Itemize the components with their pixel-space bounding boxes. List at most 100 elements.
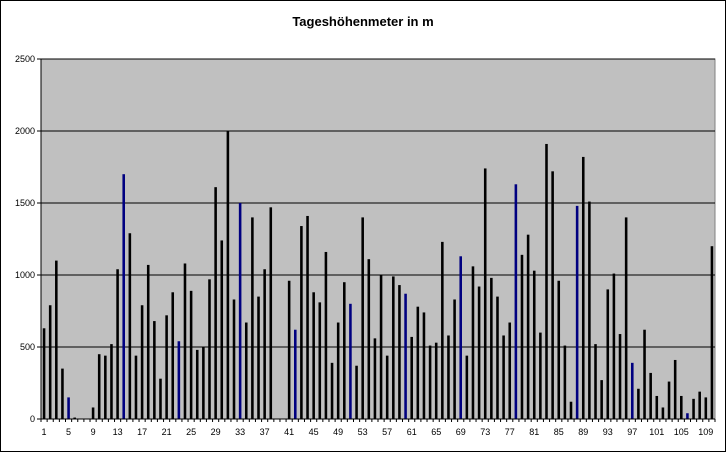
bar [195,349,199,419]
bar [318,302,322,419]
bar [146,264,150,419]
x-tick-label: 73 [480,427,490,437]
x-tick-label: 25 [186,427,196,437]
bar [91,407,95,419]
bar [140,305,144,419]
bar-series [42,131,714,420]
bar [520,254,524,419]
bar [545,143,548,419]
x-tick-label: 33 [235,427,245,437]
x-tick-label: 81 [529,427,539,437]
bar [361,217,364,419]
bar [263,269,266,419]
bar [55,260,58,419]
bar [447,335,450,419]
bar [214,187,217,419]
bar [257,296,260,419]
bar [416,306,420,419]
bar [649,372,652,419]
bar [392,276,395,419]
x-tick-label: 29 [211,427,221,437]
x-tick-label: 13 [113,427,123,437]
bar [496,296,499,419]
x-tick-label: 93 [603,427,613,437]
bar [434,342,438,419]
x-tick-label: 57 [382,427,392,437]
bar [631,362,634,419]
bar [643,329,646,419]
bar [67,397,70,419]
bar [704,397,708,419]
bar [208,279,211,419]
bar [367,259,371,419]
bar [189,290,193,419]
bar [336,322,340,419]
x-tick-label: 109 [698,427,713,437]
x-tick-label: 1 [42,427,47,437]
x-tick-label: 45 [309,427,319,437]
y-tick-label: 2500 [15,54,35,64]
bar [557,280,561,419]
bar [128,233,132,419]
bar [134,355,138,419]
bar [48,305,52,419]
y-axis-ticks: 0 500 1000 1500 2000 2500 [15,54,41,424]
bar [251,217,254,419]
x-tick-label: 37 [260,427,270,437]
bar [349,303,352,419]
x-tick-label: 101 [649,427,664,437]
y-tick-label: 2000 [15,126,35,136]
bar [410,336,413,419]
x-tick-label: 65 [431,427,441,437]
bar [97,354,101,419]
bar [183,263,187,419]
bar [122,174,125,419]
bar [600,380,603,419]
bar [232,299,236,419]
bar [655,395,659,419]
bar [692,398,695,419]
bar [61,368,64,419]
bar [153,321,156,419]
bar [226,131,230,419]
y-tick-label: 500 [20,342,35,352]
x-tick-label: 105 [674,427,689,437]
bar [171,292,175,419]
gridlines [41,58,715,348]
x-tick-label: 9 [91,427,96,437]
x-tick-label: 17 [137,427,147,437]
bar [539,332,542,419]
bar [575,205,579,419]
bar [330,362,334,419]
x-tick-label: 69 [456,427,466,437]
x-tick-label: 21 [162,427,172,437]
bar [508,322,512,419]
bar [398,285,401,419]
bar [159,378,162,419]
bar [594,344,597,419]
bar [667,381,671,419]
bar [294,329,297,419]
bar [244,322,248,419]
bar [165,315,168,419]
bar [220,240,224,419]
y-tick-label: 0 [30,414,35,424]
x-tick-label: 85 [554,427,564,437]
bar [306,215,309,419]
bar [612,273,616,419]
bar [637,388,640,419]
bar [502,335,505,419]
bar [563,345,567,419]
bar [324,251,328,419]
bar [710,246,714,419]
bar [551,171,554,419]
bar [269,207,273,419]
bar [343,282,346,419]
x-axis-ticks: 1 5 9 13 17 21 25 29 33 37 41 45 49 53 57 61 65 69 73 77 81 8… [40,419,716,437]
x-tick-label: 77 [505,427,515,437]
bar [300,226,303,419]
bar [673,359,677,419]
bar [177,341,181,419]
bar [624,217,628,419]
